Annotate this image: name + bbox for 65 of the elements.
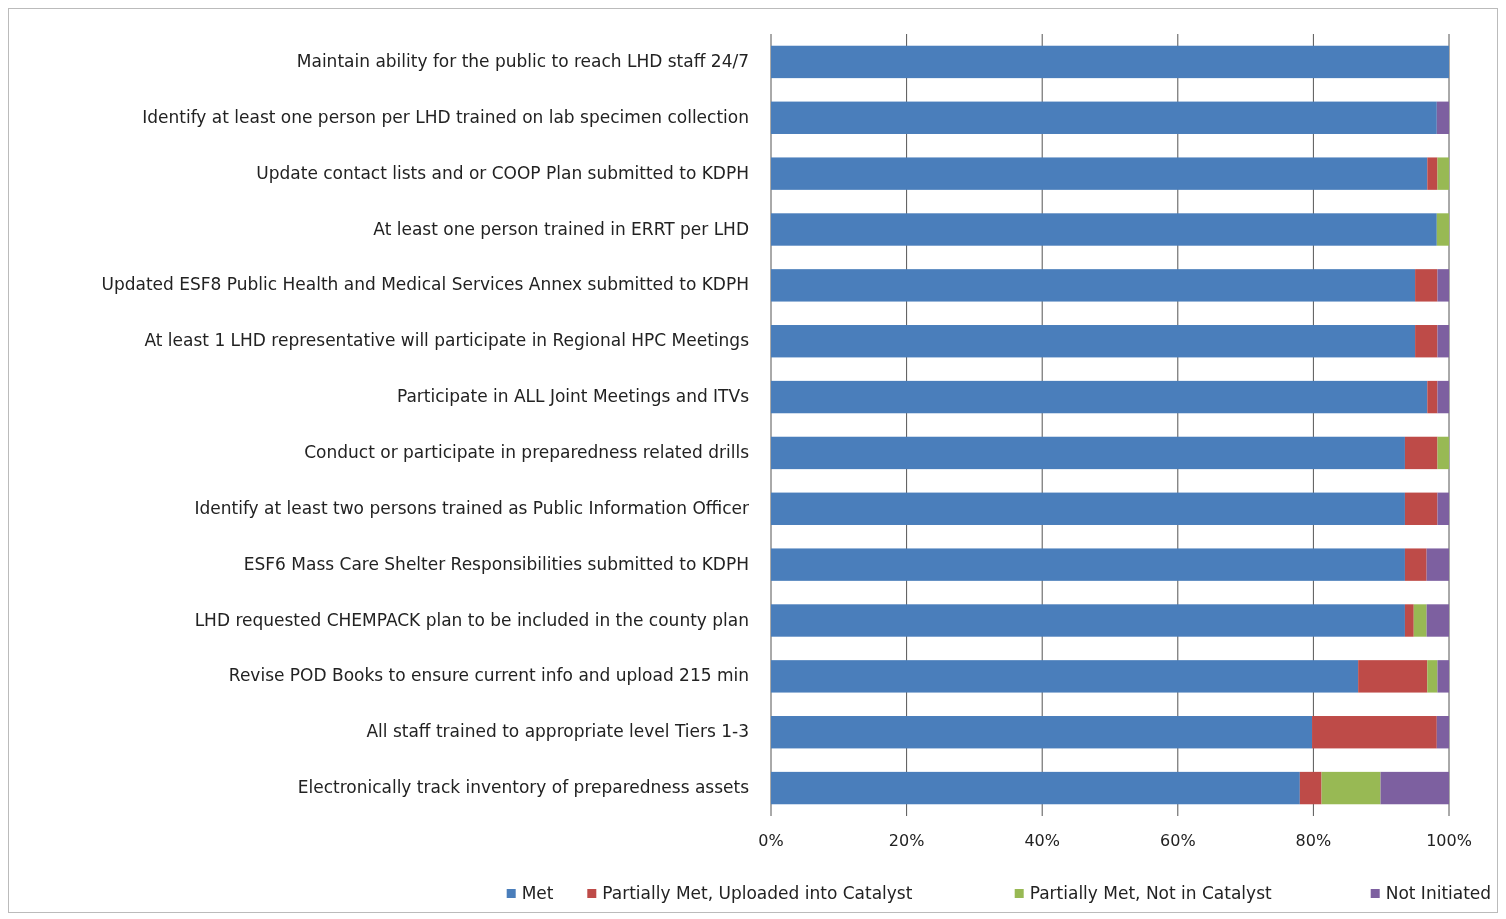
x-tick-label: 40% <box>1024 831 1060 850</box>
y-tick-label: All staff trained to appropriate level Tiers 1-3 <box>366 721 749 742</box>
x-tick-label: 100% <box>1426 831 1472 850</box>
bar <box>1427 157 1438 190</box>
y-tick-label: At least one person trained in ERRT per LHD <box>373 218 749 239</box>
legend-label: Partially Met, Uploaded into Catalyst <box>602 883 913 903</box>
bar <box>1437 436 1449 470</box>
bar <box>1437 380 1449 414</box>
y-tick-label: Revise POD Books to ensure current info and upload 215 min <box>228 665 749 686</box>
y-tick-label: Electronically track inventory of preparedness assets <box>297 777 750 798</box>
bar <box>1426 548 1449 581</box>
bar <box>1415 325 1438 358</box>
y-tick-label: Conduct or participate in preparedness related drills <box>304 441 750 462</box>
bar <box>1427 380 1438 414</box>
legend-label: Not Initiated <box>1385 883 1492 903</box>
bar <box>771 436 1405 470</box>
bar <box>771 157 1428 190</box>
y-tick-label: Identify at least two persons trained as Public Information Officer <box>194 497 749 518</box>
bar <box>1427 660 1438 693</box>
y-tick-label: Update contact lists and or COOP Plan submitted to KDPH <box>256 162 749 183</box>
bar <box>1426 604 1449 637</box>
bar <box>1404 436 1438 470</box>
bar <box>1413 604 1427 637</box>
bar <box>1404 548 1427 581</box>
bar <box>771 269 1416 302</box>
bar <box>1437 660 1449 693</box>
bar <box>1437 157 1449 190</box>
bar <box>1436 213 1449 246</box>
y-tick-label: Updated ESF8 Public Health and Medical Services Annex submitted to KDPH <box>101 274 749 295</box>
bar <box>1415 269 1438 302</box>
bar <box>1299 771 1322 805</box>
bar <box>771 492 1405 525</box>
bar <box>1436 716 1449 749</box>
bar <box>771 213 1437 246</box>
bar <box>1437 325 1449 358</box>
bar <box>771 45 1449 79</box>
bar <box>771 771 1300 805</box>
x-tick-label: 20% <box>888 831 925 850</box>
bar <box>1358 660 1428 693</box>
bar <box>771 548 1405 581</box>
bar <box>1437 269 1449 302</box>
x-tick-label: 80% <box>1295 831 1332 850</box>
bar <box>771 380 1428 414</box>
bar <box>1436 101 1449 134</box>
y-tick-label: ESF6 Mass Care Shelter Responsibilities submitted to KDPH <box>243 553 749 574</box>
y-tick-label: Maintain ability for the public to reach LHD staff 24/7 <box>296 50 749 71</box>
y-tick-label: Participate in ALL Joint Meetings and ITVs <box>396 386 750 407</box>
x-tick-label: 60% <box>1160 831 1196 850</box>
bar <box>771 604 1405 637</box>
bar <box>771 325 1416 358</box>
bar <box>771 101 1437 134</box>
bar <box>1312 716 1437 749</box>
bar <box>1321 771 1381 805</box>
bar <box>1437 492 1449 525</box>
bar <box>1380 771 1449 805</box>
y-tick-label: Identify at least one person per LHD trained on lab specimen collection <box>142 106 749 127</box>
x-tick-label: 0% <box>758 831 784 850</box>
bar <box>771 716 1313 749</box>
y-tick-label: At least 1 LHD representative will participate in Regional HPC Meetings <box>144 330 750 351</box>
bar <box>771 660 1359 693</box>
bar <box>1404 604 1414 637</box>
y-tick-label: LHD requested CHEMPACK plan to be included in the county plan <box>194 609 749 630</box>
bar <box>1404 492 1438 525</box>
legend-label: Partially Met, Not in Catalyst <box>1029 883 1273 903</box>
legend-label: Met <box>521 883 554 903</box>
